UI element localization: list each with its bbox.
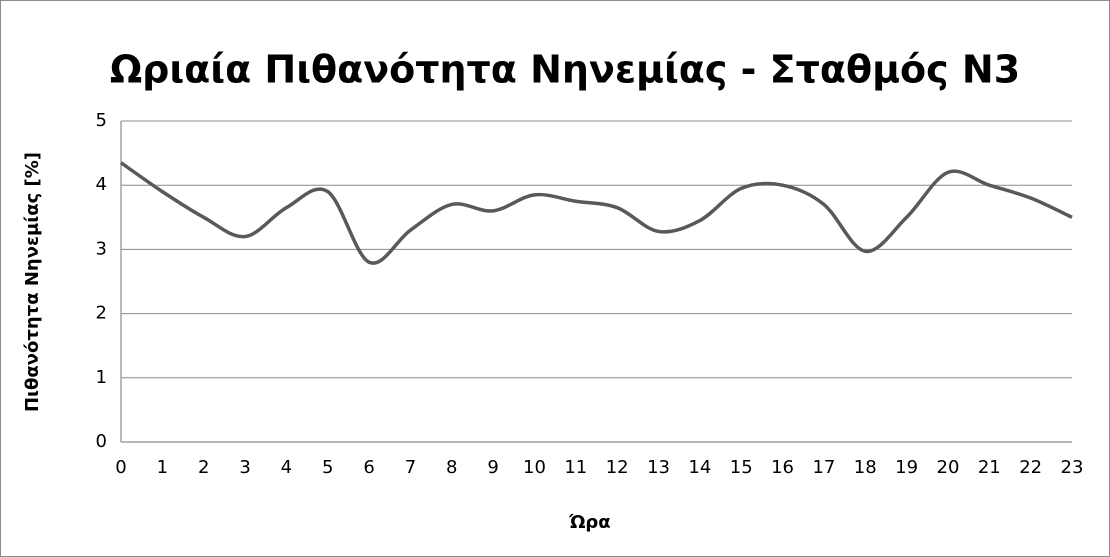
y-tick-label: 5	[96, 110, 107, 131]
x-tick-label: 7	[405, 457, 416, 478]
x-tick-label: 3	[239, 457, 250, 478]
x-tick-label: 12	[606, 457, 629, 478]
x-tick-label: 6	[363, 457, 374, 478]
x-tick-label: 16	[771, 457, 794, 478]
x-tick-label: 10	[523, 457, 546, 478]
x-tick-label: 20	[937, 457, 960, 478]
x-tick-label: 18	[854, 457, 877, 478]
x-tick-label: 0	[115, 457, 126, 478]
x-tick-label: 21	[978, 457, 1001, 478]
x-tick-label: 8	[446, 457, 457, 478]
y-tick-label: 0	[96, 431, 107, 452]
x-tick-label: 1	[157, 457, 168, 478]
x-tick-label: 23	[1061, 457, 1084, 478]
y-tick-label: 3	[96, 238, 107, 259]
x-tick-label: 4	[281, 457, 292, 478]
x-tick-label: 22	[1019, 457, 1042, 478]
x-tick-label: 19	[895, 457, 918, 478]
x-tick-label: 2	[198, 457, 209, 478]
y-axis-label: Πιθανότητα Νηνεμίας [%]	[22, 152, 43, 412]
x-axis-label: Ώρα	[568, 512, 610, 533]
chart-title: Ωριαία Πιθανότητα Νηνεμίας - Σταθμός Ν3	[110, 48, 1020, 92]
x-tick-label: 17	[812, 457, 835, 478]
line-series	[119, 161, 1073, 265]
y-tick-label: 1	[96, 367, 107, 388]
y-tick-label: 2	[96, 303, 107, 324]
x-tick-label: 15	[730, 457, 753, 478]
x-tick-label: 9	[487, 457, 498, 478]
y-tick-label: 4	[96, 174, 107, 195]
x-tick-label: 11	[564, 457, 587, 478]
x-tick-label: 14	[688, 457, 711, 478]
x-tick-label: 5	[322, 457, 333, 478]
x-tick-label: 13	[647, 457, 670, 478]
